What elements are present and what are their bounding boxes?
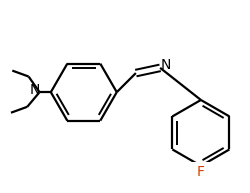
Text: F: F <box>197 165 205 179</box>
Text: N: N <box>30 83 40 97</box>
Text: N: N <box>160 58 170 72</box>
